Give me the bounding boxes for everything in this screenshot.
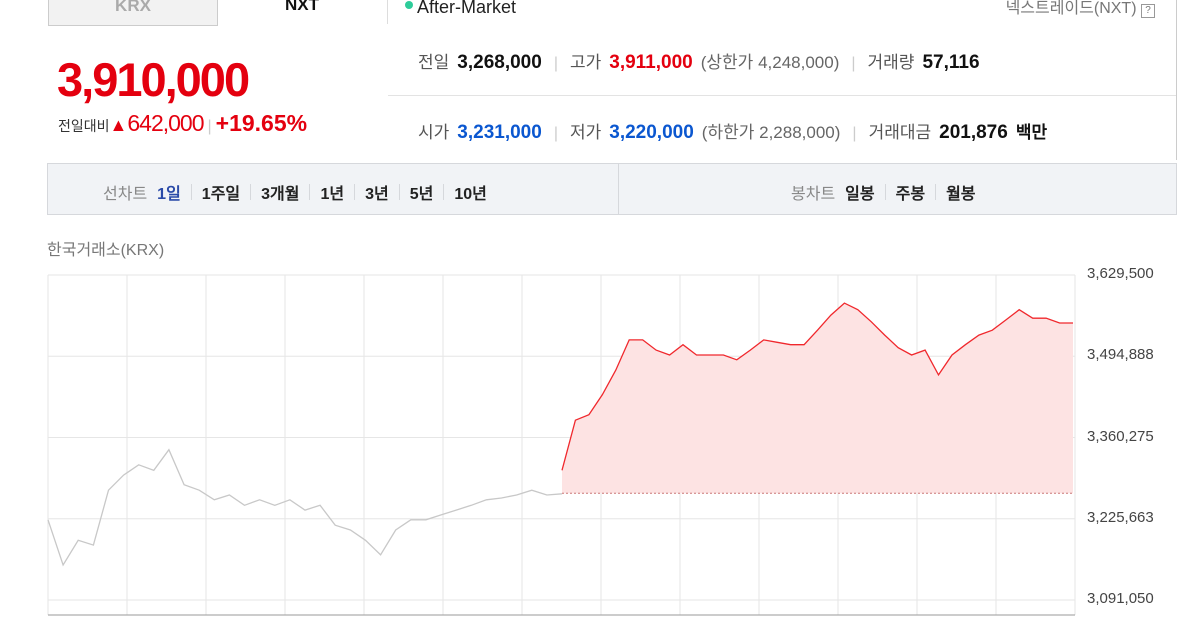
low-label: 저가 <box>569 123 602 142</box>
y-tick-label: 3,225,663 <box>1087 508 1154 526</box>
help-icon[interactable]: ? <box>1141 4 1155 18</box>
upper-limit-label: 상한가 <box>706 53 754 72</box>
amount-value: 201,876 <box>939 122 1008 143</box>
price-change: 전일대비 ▲ 642,000 | +19.65% <box>58 110 307 137</box>
period-10y[interactable]: 10년 <box>454 186 487 203</box>
period-3m[interactable]: 3개월 <box>261 186 300 203</box>
change-percent: +19.65% <box>215 110 308 136</box>
prev-close-label: 전일 <box>418 53 450 72</box>
change-label: 전일대비 <box>58 118 110 134</box>
open-value: 3,231,000 <box>457 122 542 143</box>
candle-chart-label: 봉차트 <box>791 186 836 203</box>
change-value: 642,000 <box>127 110 204 136</box>
period-1w[interactable]: 1주일 <box>201 186 241 203</box>
up-triangle-icon: ▲ <box>109 115 128 135</box>
low-value: 3,220,000 <box>609 122 694 143</box>
status-dot-icon <box>405 1 413 9</box>
high-label: 고가 <box>569 53 602 72</box>
exchange-link[interactable]: 넥스트레이드(NXT) ? <box>1006 0 1155 18</box>
volume-label: 거래량 <box>867 53 915 72</box>
period-3y[interactable]: 3년 <box>365 186 389 203</box>
divider <box>388 95 1176 96</box>
candle-monthly[interactable]: 월봉 <box>946 186 976 203</box>
line-chart-options: 선차트 1일 1주일 3개월 1년 3년 5년 10년 <box>103 180 487 204</box>
y-tick-label: 3,091,050 <box>1087 590 1154 607</box>
session-status: After-Market <box>405 0 516 18</box>
upper-limit-value: 4,248,000 <box>758 53 834 72</box>
series-line-1 <box>561 302 1073 471</box>
divider <box>387 0 388 24</box>
y-tick-label: 3,629,500 <box>1087 265 1154 282</box>
period-1d[interactable]: 1일 <box>157 186 181 203</box>
line-chart-label: 선차트 <box>103 186 148 203</box>
high-value: 3,911,000 <box>609 52 693 73</box>
amount-unit: 백만 <box>1015 123 1048 142</box>
candle-weekly[interactable]: 주봉 <box>895 186 926 203</box>
separator: | <box>207 118 212 135</box>
chart-period-bar: 선차트 1일 1주일 3개월 1년 3년 5년 10년 봉차트 일봉 주봉 월봉 <box>47 163 1177 215</box>
current-price: 3,910,000 <box>57 53 250 106</box>
open-label: 시가 <box>418 123 450 142</box>
period-1y[interactable]: 1년 <box>320 186 345 203</box>
period-5y[interactable]: 5년 <box>409 186 434 203</box>
y-tick-label: 3,360,275 <box>1087 427 1154 445</box>
stats-row-1: 전일 3,268,000 | 고가 3,911,000 (상한가 4,248,000) |… <box>418 48 980 74</box>
series-area <box>562 303 1073 494</box>
chart-title: 한국거래소(KRX) <box>47 242 165 259</box>
tab-krx[interactable]: KRX <box>48 0 218 26</box>
volume-value: 57,116 <box>922 52 980 73</box>
series-line-0 <box>47 448 563 567</box>
tab-nxt[interactable]: NXT <box>285 0 319 14</box>
lower-limit-value: 2,288,000 <box>759 123 835 142</box>
border <box>1176 0 1177 160</box>
session-label: After-Market <box>417 0 517 17</box>
lower-limit-label: 하한가 <box>707 123 755 142</box>
candle-chart-options: 봉차트 일봉 주봉 월봉 <box>791 180 976 204</box>
stats-row-2: 시가 3,231,000 | 저가 3,220,000 (하한가 2,288,000) |… <box>418 118 1047 144</box>
candle-daily[interactable]: 일봉 <box>845 186 875 203</box>
exchange-link-text: 넥스트레이드(NXT) <box>1005 0 1137 17</box>
amount-label: 거래대금 <box>868 123 932 142</box>
prev-close-value: 3,268,000 <box>457 52 542 73</box>
y-tick-label: 3,494,888 <box>1087 346 1154 364</box>
